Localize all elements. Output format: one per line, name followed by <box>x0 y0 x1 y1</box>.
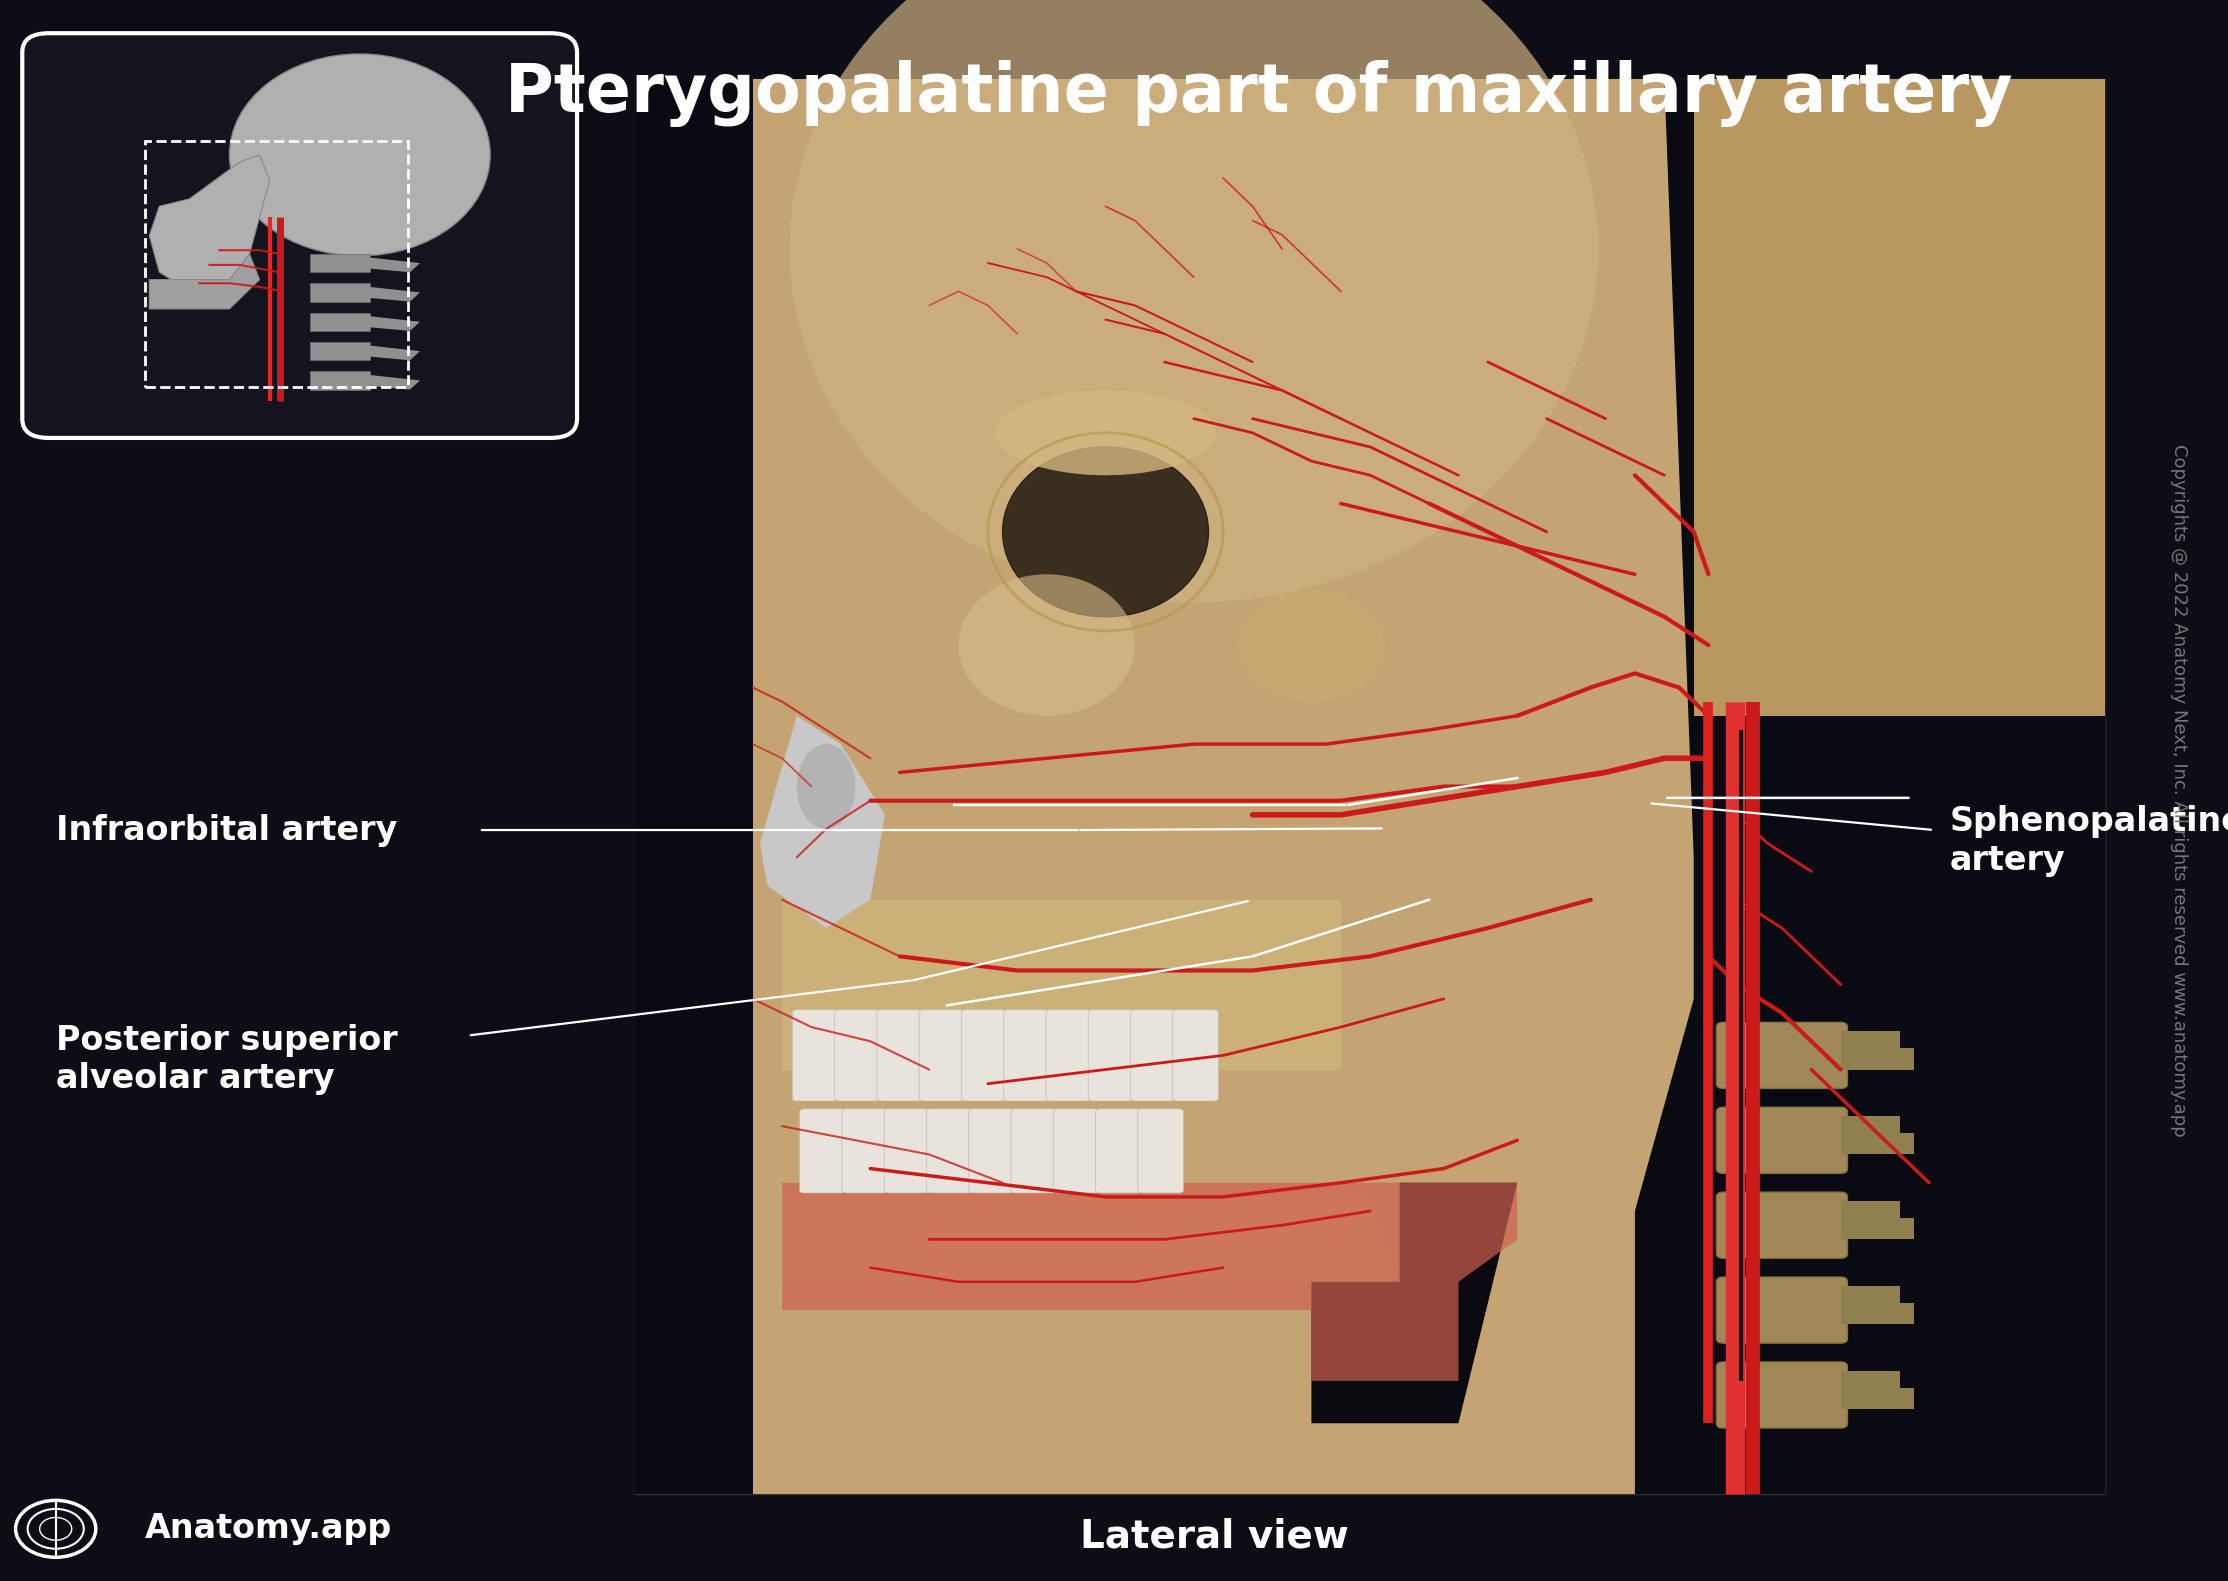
FancyBboxPatch shape <box>793 1010 838 1100</box>
Bar <box>1840 1388 1914 1409</box>
Polygon shape <box>1693 79 2105 716</box>
FancyBboxPatch shape <box>1716 1107 1847 1173</box>
FancyBboxPatch shape <box>1716 1023 1847 1088</box>
Ellipse shape <box>789 0 1597 602</box>
Bar <box>1840 1116 1900 1134</box>
FancyBboxPatch shape <box>1096 1108 1141 1194</box>
Bar <box>1840 1303 1914 1325</box>
Polygon shape <box>782 1197 1399 1423</box>
Bar <box>1840 1285 1900 1303</box>
FancyBboxPatch shape <box>885 1108 929 1194</box>
Polygon shape <box>635 79 753 1494</box>
FancyBboxPatch shape <box>927 1108 971 1194</box>
Bar <box>310 372 370 389</box>
Polygon shape <box>149 155 270 291</box>
Text: Pterygopalatine part of maxillary artery: Pterygopalatine part of maxillary artery <box>506 60 2012 126</box>
Polygon shape <box>760 716 885 928</box>
FancyBboxPatch shape <box>1054 1108 1098 1194</box>
Text: Anatomy.app: Anatomy.app <box>145 1513 392 1545</box>
Bar <box>1840 1371 1900 1388</box>
FancyBboxPatch shape <box>800 1108 844 1194</box>
Polygon shape <box>782 1183 1517 1380</box>
FancyBboxPatch shape <box>1139 1108 1183 1194</box>
FancyBboxPatch shape <box>1045 1010 1092 1100</box>
Ellipse shape <box>798 745 856 828</box>
Bar <box>145 141 408 387</box>
Bar <box>635 79 1693 1494</box>
Bar <box>635 79 2105 1494</box>
Text: Copyrights @ 2022 Anatomy Next, Inc. All rights reserved www.anatomy.app: Copyrights @ 2022 Anatomy Next, Inc. All… <box>2170 444 2188 1137</box>
FancyBboxPatch shape <box>1003 1010 1049 1100</box>
Polygon shape <box>370 316 419 330</box>
FancyBboxPatch shape <box>962 1010 1007 1100</box>
FancyBboxPatch shape <box>842 1108 887 1194</box>
Bar <box>1840 1217 1914 1240</box>
Ellipse shape <box>1003 447 1208 617</box>
Polygon shape <box>370 346 419 360</box>
Bar <box>310 255 370 272</box>
Ellipse shape <box>229 54 490 256</box>
FancyBboxPatch shape <box>836 1010 880 1100</box>
Bar <box>1840 1134 1914 1154</box>
Ellipse shape <box>1239 588 1386 702</box>
Text: Posterior superior
alveolar artery: Posterior superior alveolar artery <box>56 1023 397 1096</box>
Polygon shape <box>1312 1183 1517 1423</box>
Polygon shape <box>149 255 258 308</box>
Bar <box>310 341 370 360</box>
Text: Lateral view: Lateral view <box>1081 1518 1348 1556</box>
FancyBboxPatch shape <box>22 33 577 438</box>
FancyBboxPatch shape <box>1172 1010 1219 1100</box>
Text: Infraorbital artery: Infraorbital artery <box>56 814 397 846</box>
Bar <box>782 900 1341 1069</box>
Polygon shape <box>370 375 419 389</box>
FancyBboxPatch shape <box>878 1010 922 1100</box>
Bar <box>310 283 370 302</box>
Text: Sphenopalatine
artery: Sphenopalatine artery <box>1950 805 2228 877</box>
Bar <box>310 313 370 330</box>
FancyBboxPatch shape <box>1716 1192 1847 1258</box>
FancyBboxPatch shape <box>1716 1277 1847 1344</box>
Ellipse shape <box>996 391 1216 476</box>
Bar <box>1840 1031 1900 1048</box>
Bar <box>1840 1048 1914 1069</box>
Ellipse shape <box>958 574 1134 716</box>
FancyBboxPatch shape <box>1130 1010 1176 1100</box>
FancyBboxPatch shape <box>1087 1010 1134 1100</box>
Polygon shape <box>370 258 419 272</box>
FancyBboxPatch shape <box>920 1010 965 1100</box>
Bar <box>1840 1202 1900 1217</box>
FancyBboxPatch shape <box>969 1108 1014 1194</box>
Polygon shape <box>1635 79 2105 1494</box>
FancyBboxPatch shape <box>1012 1108 1056 1194</box>
Polygon shape <box>370 286 419 302</box>
FancyBboxPatch shape <box>1716 1361 1847 1428</box>
